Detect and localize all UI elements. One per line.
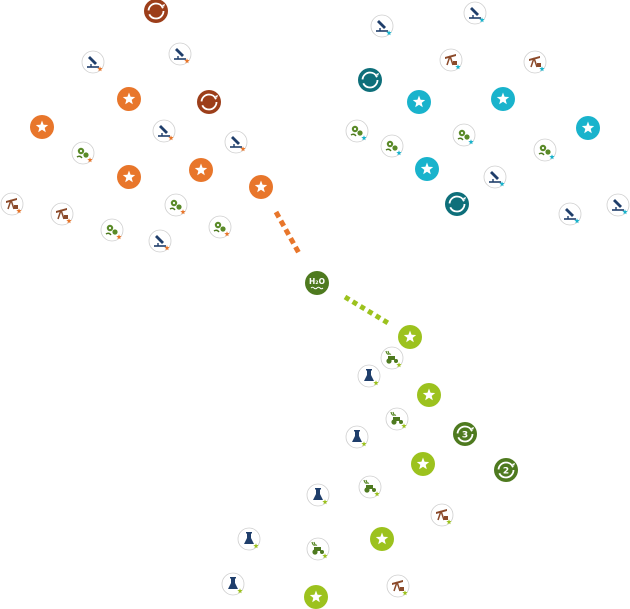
cycle-icon[interactable] bbox=[197, 90, 221, 114]
cycle-number: 3 bbox=[462, 431, 468, 441]
flask-icon[interactable] bbox=[345, 425, 369, 449]
star-node[interactable] bbox=[491, 87, 515, 111]
star-node[interactable] bbox=[398, 325, 422, 349]
pumpjack-icon[interactable] bbox=[439, 48, 463, 72]
tractor-icon[interactable] bbox=[306, 537, 330, 561]
star-node[interactable] bbox=[117, 87, 141, 111]
pumpjack-icon[interactable] bbox=[523, 50, 547, 74]
microscope-icon[interactable] bbox=[168, 42, 192, 66]
star-node[interactable] bbox=[576, 116, 600, 140]
connector-lines bbox=[273, 210, 390, 326]
flask-icon[interactable] bbox=[237, 527, 261, 551]
microscope-icon[interactable] bbox=[148, 229, 172, 253]
star-node[interactable] bbox=[370, 527, 394, 551]
cycle-icon[interactable] bbox=[144, 0, 168, 23]
gears-icon[interactable] bbox=[164, 193, 188, 217]
star-node[interactable] bbox=[117, 165, 141, 189]
microscope-icon[interactable] bbox=[81, 50, 105, 74]
gears-icon[interactable] bbox=[380, 134, 404, 158]
microscope-icon[interactable] bbox=[558, 202, 582, 226]
microscope-icon[interactable] bbox=[483, 165, 507, 189]
hub-label: H₂O bbox=[309, 277, 325, 286]
cycle-badge-2[interactable]: 2 bbox=[494, 458, 518, 482]
water-icon[interactable]: H₂O bbox=[305, 271, 329, 295]
star-node[interactable] bbox=[417, 383, 441, 407]
flask-icon[interactable] bbox=[357, 364, 381, 388]
tractor-icon[interactable] bbox=[358, 475, 382, 499]
pumpjack-icon[interactable] bbox=[0, 192, 24, 216]
pumpjack-icon[interactable] bbox=[386, 574, 410, 598]
pumpjack-icon[interactable] bbox=[50, 202, 74, 226]
gears-icon[interactable] bbox=[345, 119, 369, 143]
microscope-icon[interactable] bbox=[606, 193, 630, 217]
tractor-icon[interactable] bbox=[385, 407, 409, 431]
gears-icon[interactable] bbox=[533, 138, 557, 162]
dotted-connector bbox=[343, 294, 390, 326]
microscope-icon[interactable] bbox=[370, 14, 394, 38]
star-node[interactable] bbox=[189, 158, 213, 182]
cycle-icon[interactable] bbox=[445, 192, 469, 216]
star-node[interactable] bbox=[304, 585, 328, 609]
microscope-icon[interactable] bbox=[224, 130, 248, 154]
microscope-icon[interactable] bbox=[152, 119, 176, 143]
dashed-connector bbox=[273, 210, 303, 257]
flask-icon[interactable] bbox=[221, 572, 245, 596]
flask-icon[interactable] bbox=[306, 483, 330, 507]
cycle-number: 2 bbox=[503, 467, 509, 477]
star-node[interactable] bbox=[249, 175, 273, 199]
star-node[interactable] bbox=[411, 452, 435, 476]
gears-icon[interactable] bbox=[452, 123, 476, 147]
gears-icon[interactable] bbox=[208, 215, 232, 239]
star-node[interactable] bbox=[30, 115, 54, 139]
gears-icon[interactable] bbox=[71, 141, 95, 165]
microscope-icon[interactable] bbox=[463, 1, 487, 25]
star-node[interactable] bbox=[407, 90, 431, 114]
tractor-icon[interactable] bbox=[380, 346, 404, 370]
cycle-badge-3[interactable]: 3 bbox=[453, 422, 477, 446]
pumpjack-icon[interactable] bbox=[430, 503, 454, 527]
gears-icon[interactable] bbox=[100, 218, 124, 242]
star-node[interactable] bbox=[415, 157, 439, 181]
cycle-icon[interactable] bbox=[358, 68, 382, 92]
